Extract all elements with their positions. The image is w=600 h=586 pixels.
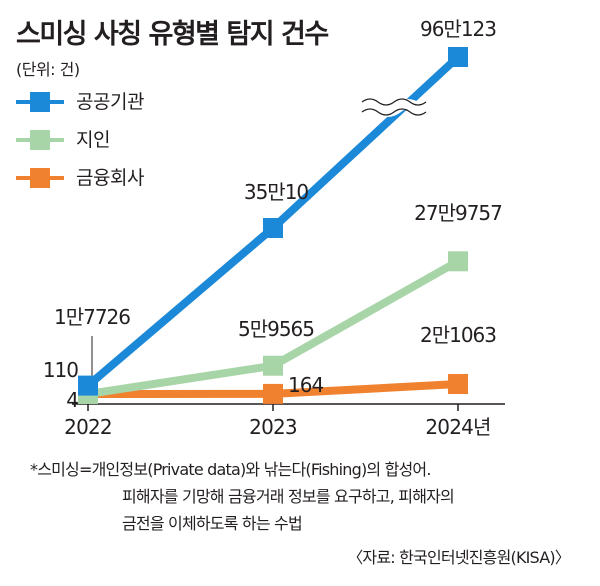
legend-label-acquaint: 지인 [76, 129, 110, 151]
data-label-0-2: 96만123 [420, 17, 496, 41]
data-label-1-0: 4 [66, 388, 78, 412]
data-label-0-0: 1만7726 [54, 305, 130, 329]
footnote-line-3: 금전을 이체하도록 하는 수법 [122, 514, 303, 533]
data-point-2-2 [448, 374, 468, 395]
footnote-line-1: *스미싱=개인정보(Private data)와 낚는다(Fishing)의 합… [30, 460, 431, 479]
data-label-0-1: 35만10 [244, 180, 309, 204]
legend-marker-public [30, 92, 50, 112]
legend-label-public: 공공기관 [76, 91, 144, 113]
x-tick-label-2: 2024년 [425, 415, 490, 439]
data-label-1-2: 27만9757 [414, 201, 502, 225]
data-point-0-2 [448, 47, 468, 67]
axis-break-line-top [361, 98, 427, 106]
chart-title: 스미싱 사칭 유형별 탐지 건수 [16, 19, 329, 50]
axis-break-line-bottom [361, 108, 427, 116]
data-label-2-2: 2만1063 [420, 323, 496, 347]
legend-marker-acquaint [30, 130, 50, 150]
footnote-line-2: 피해자를 기망해 금융거래 정보를 요구하고, 피해자의 [122, 487, 455, 506]
legend-label-finance: 금융회사 [76, 167, 144, 189]
axis-break-gap [354, 99, 442, 117]
data-point-1-1 [263, 355, 283, 376]
unit-label: (단위: 건) [16, 60, 80, 79]
x-tick-label-0: 2022 [64, 415, 112, 439]
x-tick-label-1: 2023 [249, 415, 297, 439]
data-point-1-2 [448, 251, 468, 272]
data-label-2-1: 164 [288, 373, 323, 397]
data-label-1-1: 5만9565 [238, 317, 314, 341]
data-label-2-0: 110 [43, 358, 78, 382]
source-credit: 〈자료: 한국인터넷진흥원(KISA)〉 [347, 548, 571, 567]
legend-marker-finance [30, 168, 50, 188]
data-point-0-1 [263, 218, 283, 238]
data-point-2-1 [263, 383, 283, 404]
data-point-0-0 [78, 375, 98, 396]
footnote: *스미싱=개인정보(Private data)와 낚는다(Fishing)의 합… [30, 456, 590, 537]
